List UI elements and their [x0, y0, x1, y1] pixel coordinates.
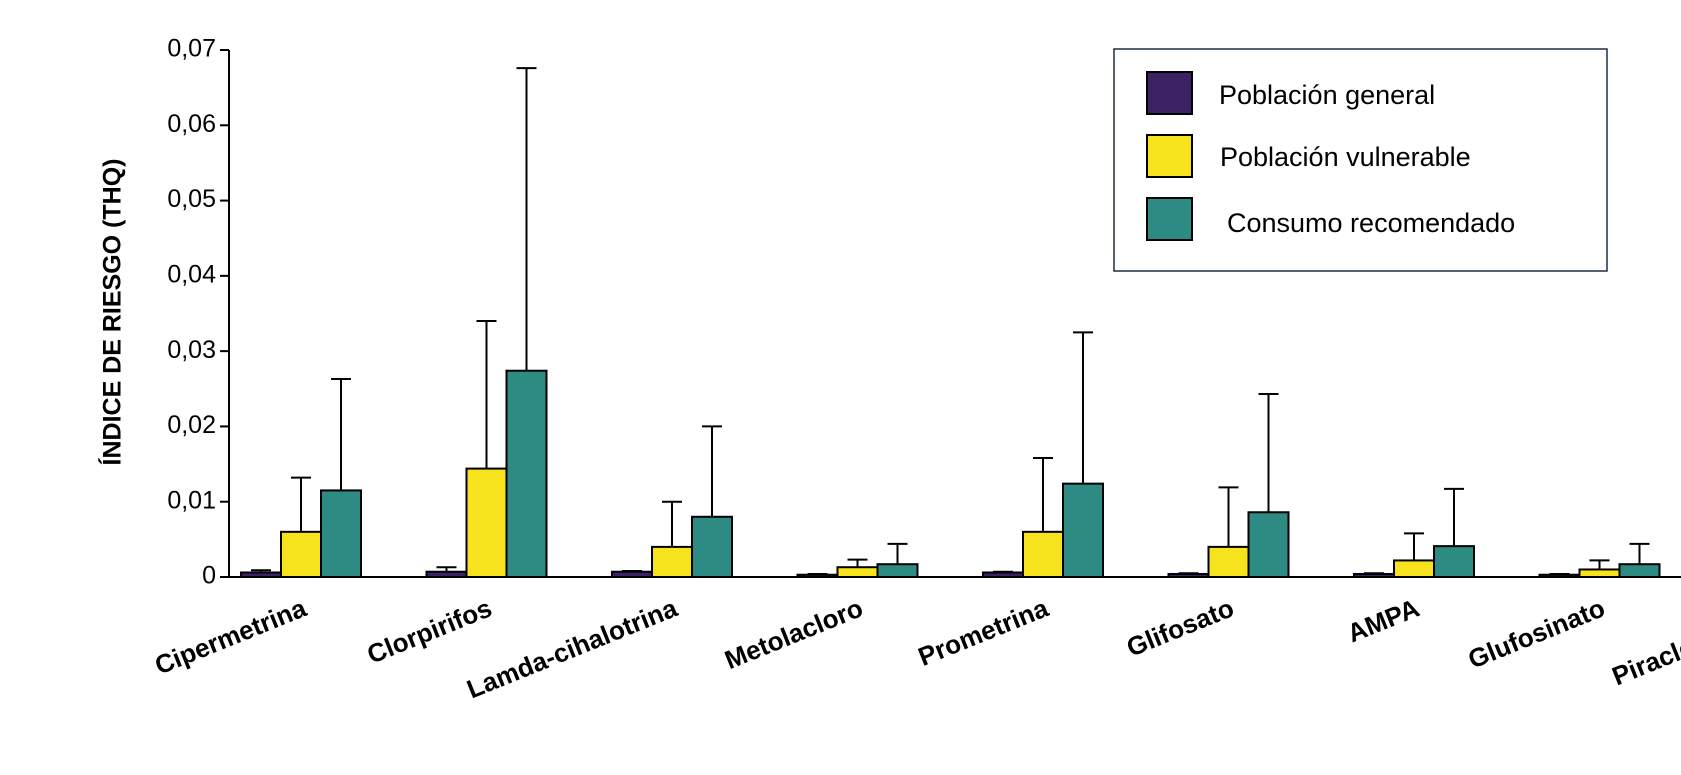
category-label-glufosinato: Glufosinato [1464, 593, 1609, 675]
category-label-metolacloro: Metolacloro [720, 593, 867, 675]
bar-poblacion-vulnerable-glifosato [1207, 545, 1250, 579]
legend: Población general Población vulnerable C… [1113, 48, 1608, 272]
error-bars-layer [251, 67, 1650, 575]
category-label-ampa: AMPA [1343, 592, 1424, 648]
y-tick-label: 0,01 [167, 486, 216, 514]
bars-layer [240, 369, 1661, 579]
y-axis-title: ÍNDICE DE RIESGO (THQ) [98, 159, 127, 466]
axes-layer [228, 50, 1681, 578]
y-tick-label: 0,04 [167, 260, 216, 288]
bar-consumo-recomendado-glufosinato [1618, 563, 1661, 578]
bar-consumo-recomendado-metolacloro [876, 563, 919, 578]
bar-poblacion-vulnerable-prometrina [1022, 530, 1064, 578]
bar-consumo-recomendado-cipermetrina [320, 489, 362, 578]
bar-consumo-recomendado-glifosato [1247, 511, 1290, 578]
bar-consumo-recomendado-prometrina [1062, 482, 1104, 579]
bar-poblacion-vulnerable-glufosinato [1578, 568, 1621, 579]
category-label-lamda-cihalotrina: Lamda-cihalotrina [463, 592, 682, 704]
y-tick-label: 0,06 [167, 110, 216, 138]
category-label-piraclostrobina: Piraclostrobina [1608, 592, 1681, 691]
category-label-cipermetrina: Cipermetrina [150, 592, 310, 680]
bar-poblacion-vulnerable-ampa [1393, 559, 1435, 578]
legend-label-poblacion-general: Población general [1219, 80, 1435, 110]
y-tick-label: 0,07 [167, 35, 216, 63]
category-label-clorpirifos: Clorpirifos [363, 593, 496, 670]
legend-swatch-consumo-recomendado [1146, 197, 1193, 241]
bar-consumo-recomendado-ampa [1433, 545, 1475, 579]
bar-consumo-recomendado-clorpirifos [505, 369, 548, 578]
bar-consumo-recomendado-lamda-cihalotrina [691, 515, 733, 578]
y-tick-label: 0,03 [167, 336, 216, 364]
legend-label-consumo-recomendado: Consumo recomendado [1227, 208, 1515, 238]
legend-swatch-poblacion-general [1146, 71, 1193, 115]
y-ticks: 0 0,01 0,02 0,03 0,04 0,05 0,06 0,07 [167, 35, 229, 590]
legend-swatch-poblacion-vulnerable [1146, 134, 1193, 178]
bar-poblacion-vulnerable-clorpirifos [465, 467, 508, 578]
y-tick-label: 0 [202, 562, 216, 590]
y-tick-label: 0,05 [167, 185, 216, 213]
y-tick-label: 0,02 [167, 411, 216, 439]
category-label-prometrina: Prometrina [914, 592, 1053, 671]
bar-poblacion-vulnerable-metolacloro [836, 566, 879, 578]
bar-poblacion-vulnerable-lamda-cihalotrina [651, 545, 693, 579]
bar-poblacion-vulnerable-cipermetrina [280, 530, 322, 578]
category-label-glifosato: Glifosato [1122, 593, 1238, 663]
category-labels: Cipermetrina ClorpirifosLamda-cihalotrina… [150, 592, 1681, 704]
legend-label-poblacion-vulnerable: Población vulnerable [1220, 142, 1471, 172]
legend-box [1113, 48, 1608, 272]
